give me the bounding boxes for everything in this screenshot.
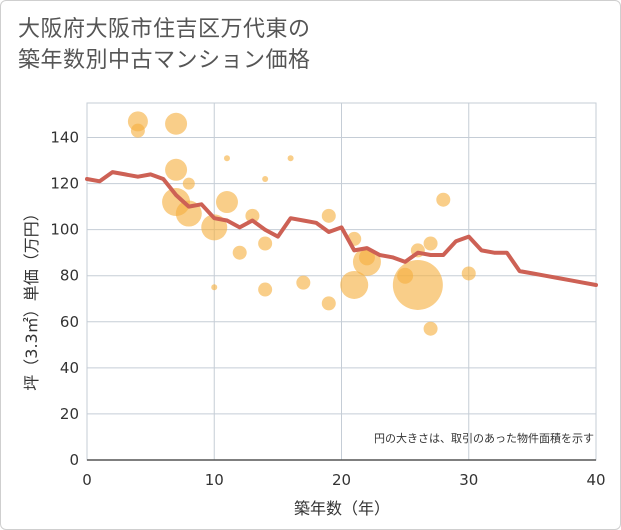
y-tick-label: 60 (60, 313, 79, 331)
x-tick-label: 40 (586, 471, 605, 489)
bubble-series (127, 111, 476, 336)
y-tick-label: 120 (50, 175, 79, 193)
data-bubble (321, 296, 336, 311)
chart-title-line-1: 大阪府大阪市住吉区万代東の (18, 17, 311, 42)
data-bubble (262, 176, 269, 183)
data-bubble (296, 275, 311, 290)
data-bubble (287, 155, 294, 162)
data-bubble (223, 155, 230, 162)
data-bubble (165, 112, 188, 135)
data-bubble (340, 270, 369, 299)
data-bubble (182, 177, 195, 190)
data-bubble (130, 123, 145, 138)
chart-title-line-2: 築年数別中古マンション価格 (18, 48, 311, 73)
y-tick-label: 100 (50, 221, 79, 239)
x-tick-label: 0 (82, 471, 92, 489)
average-price-line (85, 170, 598, 287)
data-bubble (392, 259, 443, 310)
data-bubble (423, 321, 438, 336)
y-tick-label: 0 (69, 451, 79, 469)
data-bubble (165, 158, 188, 181)
tick-labels: 0 20 40 60 80 100 120 140 0 10 20 30 40 (50, 129, 605, 489)
y-tick-label: 40 (60, 359, 79, 377)
data-bubble (461, 266, 476, 281)
y-tick-label: 20 (60, 405, 79, 423)
average-line (85, 170, 598, 287)
data-bubble (352, 247, 381, 276)
data-bubble (232, 245, 247, 260)
data-bubble (215, 191, 238, 214)
x-axis-label: 築年数（年） (294, 499, 390, 518)
data-bubble (245, 208, 260, 223)
data-bubble (258, 236, 273, 251)
x-tick-label: 10 (205, 471, 224, 489)
data-bubble (258, 282, 273, 297)
x-tick-label: 20 (332, 471, 351, 489)
data-bubble (436, 192, 451, 207)
data-bubble (321, 208, 336, 223)
grid-lines (86, 102, 597, 461)
data-bubble (211, 284, 218, 291)
chart-title: 大阪府大阪市住吉区万代東の 築年数別中古マンション価格 (18, 14, 311, 76)
x-tick-label: 30 (459, 471, 478, 489)
bubble-size-note: 円の大きさは、取引のあった物件面積を示す (374, 431, 594, 445)
y-axis-label: 坪（3.3㎡）単価（万円） (22, 205, 41, 390)
data-bubble (423, 236, 438, 251)
y-tick-label: 80 (60, 267, 79, 285)
y-tick-label: 140 (50, 129, 79, 147)
